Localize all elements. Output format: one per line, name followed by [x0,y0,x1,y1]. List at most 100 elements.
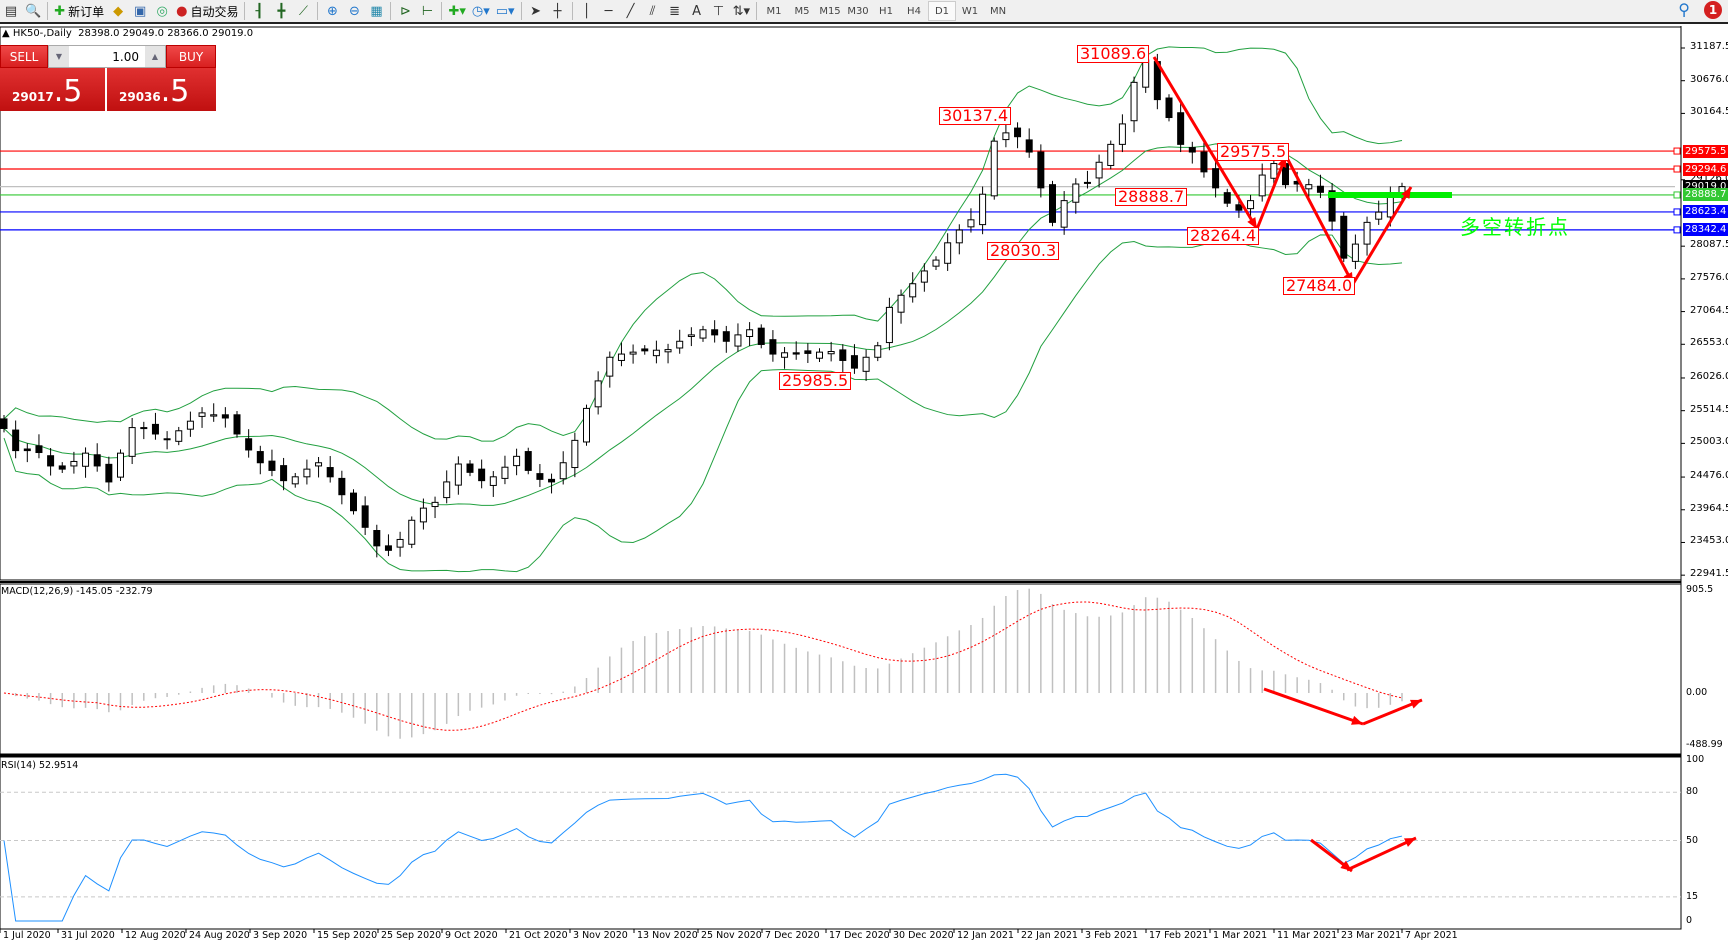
line-handle [1673,208,1681,216]
price-tick-label: 22941.5 [1690,568,1728,580]
time-tick-label: 7 Apr 2021 [1405,930,1458,941]
candle [524,451,532,471]
candle [350,492,357,512]
price-tick-label: 25003.0 [1690,436,1728,448]
candle [711,329,719,336]
line-handle [1673,165,1681,173]
candle [1002,132,1010,141]
price-annotation: 31089.6 [1077,45,1150,63]
candle [909,283,917,298]
new-order-button[interactable]: ✚ 新订单 [51,1,107,21]
candle [1328,190,1336,222]
bar-chart-icon[interactable]: ┨ [255,3,264,19]
timeframe-h4[interactable]: H4 [907,5,921,17]
search-icon[interactable]: ⚲ [1678,0,1690,19]
cursor-icon[interactable]: ➤ [530,3,542,19]
candle [979,193,987,226]
auto-trading-button[interactable]: ● 自动交易 [173,1,241,21]
vertical-line-icon[interactable]: │ [582,3,591,19]
arrows-icon[interactable]: ⇅▾ [732,3,750,19]
candle [1165,97,1173,119]
candle [559,462,567,480]
price-tick-label: 24476.0 [1690,470,1728,482]
strategy-tester-icon[interactable]: 🔍 [25,3,42,19]
timeframe-m30[interactable]: M30 [847,5,869,17]
equidistant-channel-icon[interactable]: ⫽ [649,3,656,19]
zoom-out-icon[interactable]: ⊖ [349,3,360,19]
price-tick-label: 26026.0 [1690,370,1728,382]
market-watch-icon[interactable]: ▣ [133,3,147,19]
candle [210,414,218,417]
candle [489,476,497,486]
fibonacci-icon[interactable]: ≣ [669,3,681,19]
text-label-icon[interactable]: ⊤ [712,3,725,19]
signals-icon[interactable]: ◎ [156,3,168,19]
macd-divergence-arrow-head [1410,699,1422,709]
templates-icon[interactable]: ▭▾ [495,3,515,19]
notifications-icon[interactable]: 1 [1704,1,1722,19]
separator [317,2,319,20]
timeframe-m15[interactable]: M15 [819,5,841,17]
horizontal-line-icon[interactable]: ─ [604,3,613,19]
candle [652,349,660,357]
price-annotation: 28030.3 [987,242,1060,260]
candle [268,460,276,471]
candle [850,355,858,369]
price-line-tag: 28623.4 [1683,205,1728,219]
time-tick-label: 17 Dec 2020 [829,930,890,941]
candlestick-icon[interactable]: ╋ [277,3,286,19]
zoom-in-icon[interactable]: ⊕ [327,3,338,19]
main-panel-frame [0,26,1682,581]
candle [594,380,602,408]
periods-icon[interactable]: ◷▾ [471,3,490,19]
autoscroll-icon[interactable]: ⊳ [400,3,411,19]
metaeditor-icon[interactable]: ◆ [113,3,124,19]
timeframe-w1[interactable]: W1 [961,5,979,17]
terminal-icon[interactable]: ▤ [4,3,18,19]
candle [606,356,614,377]
crosshair-icon[interactable]: ┼ [553,3,562,19]
timeframe-m5[interactable]: M5 [794,5,810,17]
trend-arrow [1152,56,1259,230]
candle [1258,174,1266,197]
lot-stepper[interactable]: ▼ ▲ [48,45,166,68]
timeframe-m1[interactable]: M1 [766,5,782,17]
lot-input[interactable] [69,49,145,64]
lot-decrease-button[interactable]: ▼ [49,46,69,67]
time-tick-label: 9 Oct 2020 [445,930,498,941]
timeframe-mn[interactable]: MN [989,5,1007,17]
chart-shift-icon[interactable]: ⊢ [421,3,434,19]
time-tick-label: 13 Nov 2020 [637,930,698,941]
candle [874,345,882,358]
buy-button[interactable]: BUY [166,45,216,68]
time-tick-label: 12 Aug 2020 [125,930,186,941]
text-icon[interactable]: A [692,3,702,19]
sell-button[interactable]: SELL [0,45,48,68]
rsi-line [3,773,1403,922]
sell-price[interactable]: 29017.5 [0,68,105,111]
trendline-icon[interactable]: ╱ [626,3,635,19]
candle [419,507,427,523]
candle [23,448,31,452]
timeframe-h1[interactable]: H1 [879,5,893,17]
candle [734,334,742,347]
separator [244,2,246,20]
chart-canvas[interactable] [0,26,1728,944]
candle [338,477,346,496]
indicators-icon[interactable]: ✚▾ [448,3,466,19]
price-tick-label: 26553.0 [1690,337,1728,349]
line-chart-icon[interactable]: ⟋ [298,3,309,19]
buy-price[interactable]: 29036.5 [107,68,216,111]
candle [1072,183,1080,203]
tile-windows-icon[interactable]: ▦ [370,3,383,19]
candle [1107,143,1115,166]
candle [466,463,474,473]
candle [629,351,637,355]
candle [151,423,159,435]
candle [373,530,381,547]
lot-increase-button[interactable]: ▲ [145,46,165,67]
timeframe-d1[interactable]: D1 [928,1,956,21]
candle [990,140,998,197]
candle [326,467,334,478]
price-tick-label: 31187.5 [1690,41,1728,52]
